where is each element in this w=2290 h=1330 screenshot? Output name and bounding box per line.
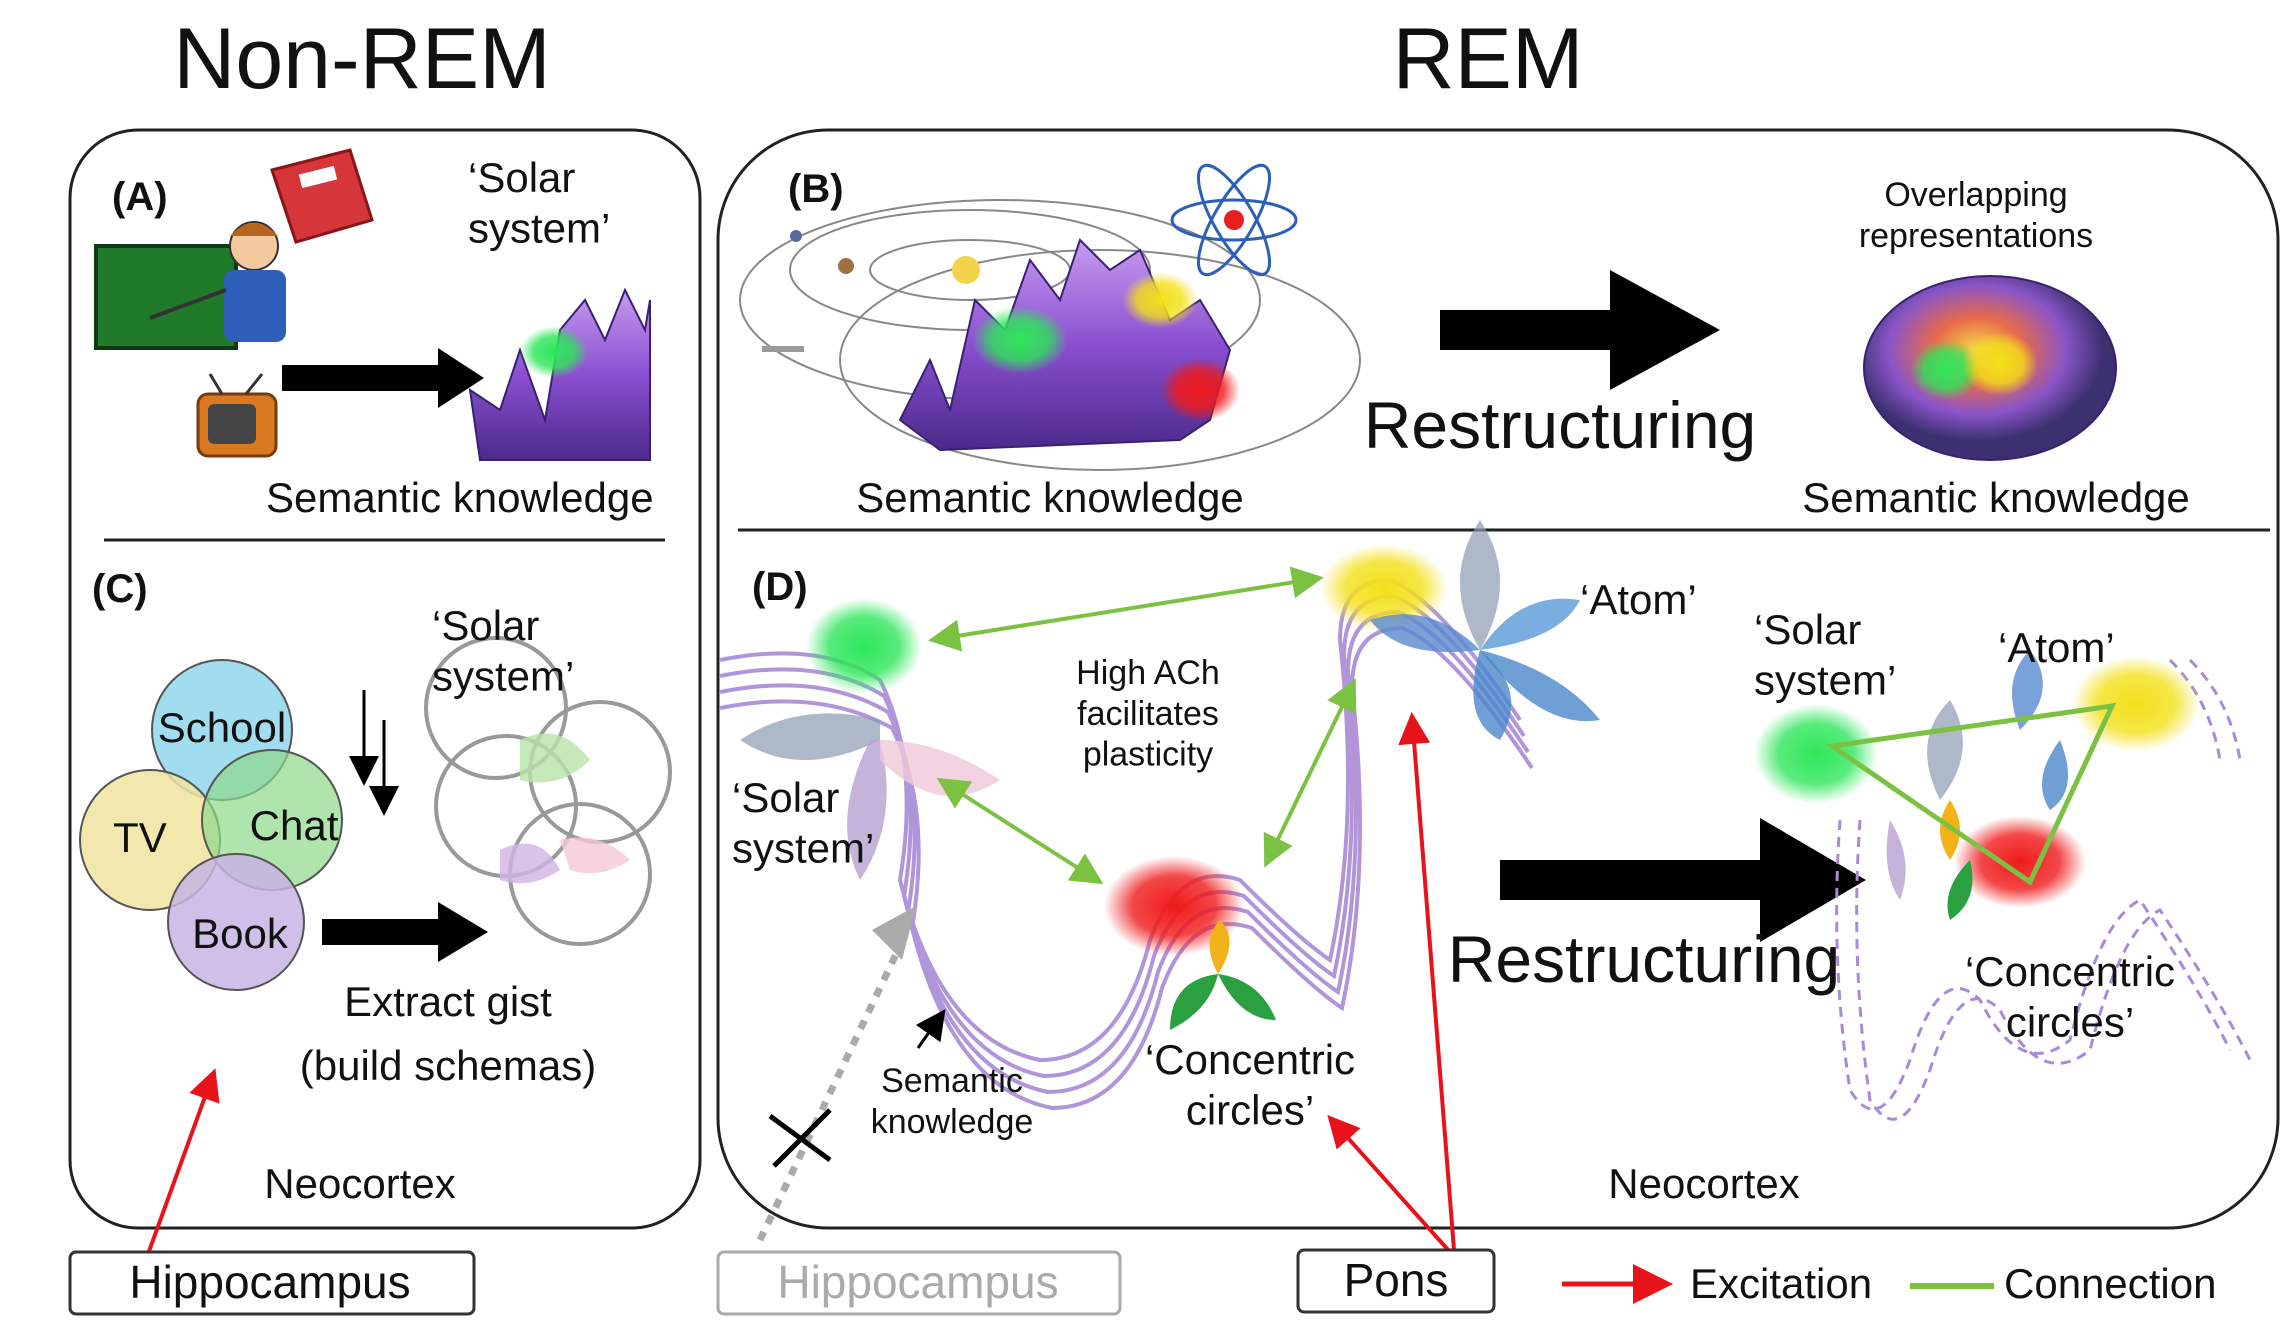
- connection-solar-atom: [928, 566, 1324, 652]
- hippocampus-left-label: Hippocampus: [129, 1256, 410, 1308]
- neocortex-right-label: Neocortex: [1608, 1160, 1799, 1207]
- schema-circles: [424, 636, 672, 946]
- neocortex-left-label: Neocortex: [264, 1160, 455, 1207]
- rem-panel: [716, 128, 2280, 1230]
- venn-circles: School TV Chat Book: [79, 659, 343, 991]
- non-rem-header: Non-REM: [173, 11, 551, 107]
- hippocampus-left-box: [68, 1250, 476, 1316]
- arrow-d-head: [1760, 818, 1866, 942]
- excitation-pons-concentric: [1327, 1115, 1452, 1254]
- tv-icon: [196, 373, 278, 458]
- venn-school-label: School: [158, 704, 286, 751]
- block-x-b: [772, 1108, 832, 1168]
- pons-label: Pons: [1344, 1254, 1449, 1306]
- concentric-left-label: ‘Concentric circles’: [1145, 1036, 1355, 1133]
- atom-right-label: ‘Atom’: [1998, 624, 2115, 671]
- high-ach-label: High ACh facilitates plasticity: [1076, 654, 1220, 774]
- hippocampus-right-box: [716, 1250, 1122, 1316]
- inhibited-pathway-head: [872, 906, 916, 960]
- arrow-a-head: [438, 348, 484, 408]
- panel-b-letter: (B): [788, 167, 844, 211]
- restructuring-d: Restructuring: [1448, 922, 1841, 996]
- connection-concentric-atom: [1263, 678, 1357, 868]
- blob-green-right: [1754, 704, 1878, 804]
- arrow-c-head: [438, 902, 488, 962]
- panel-d-letter: (D): [752, 565, 808, 609]
- landscape-b: [898, 238, 1240, 452]
- semantic-pointer-arrow: [915, 1009, 946, 1049]
- restructuring-b: Restructuring: [1364, 388, 1757, 462]
- solar-left-label: ‘Solar system’: [732, 774, 874, 871]
- panel-a-solar-label: ‘Solar system’: [468, 154, 610, 251]
- venn-book-label: Book: [192, 910, 289, 957]
- concentric-right-label: ‘Concentric circles’: [1965, 948, 2175, 1045]
- blob-green-left: [806, 598, 922, 694]
- solar-right-label: ‘Solar system’: [1754, 606, 1896, 703]
- panel-c-letter: (C): [92, 567, 148, 611]
- overlapping-label: Overlapping representations: [1859, 176, 2093, 255]
- pons-box: [1296, 1248, 1496, 1314]
- concentric-petals-left: [1170, 920, 1276, 1030]
- book-icon: [270, 148, 374, 244]
- non-rem-panel: [68, 128, 702, 1230]
- connection-solar-concentric: [936, 777, 1104, 885]
- blob-yellow-left: [1320, 544, 1448, 632]
- down-arrows: [349, 690, 399, 816]
- venn-book: [167, 853, 305, 991]
- legend-excitation-label: Excitation: [1690, 1260, 1872, 1307]
- blob-red-right: [1954, 816, 2086, 908]
- build-schemas-label: (build schemas): [300, 1042, 596, 1089]
- panel-c-solar-label: ‘Solar system’: [432, 602, 574, 699]
- overlapping-ball: [1863, 275, 2117, 461]
- venn-tv-label: TV: [113, 814, 167, 861]
- semantic-knowledge-d-label: Semantic knowledge: [871, 1062, 1034, 1141]
- wave-landscape-right: [1835, 658, 2252, 1121]
- blob-red-left: [1104, 856, 1244, 956]
- rem-header: REM: [1392, 11, 1583, 107]
- panel-b-semantic-right: Semantic knowledge: [1802, 474, 2190, 521]
- landscape-a: [468, 287, 651, 461]
- inhibited-pathway: [756, 948, 902, 1242]
- atom-icon: [1170, 163, 1298, 277]
- teacher-icon: [94, 221, 286, 350]
- excitation-hippocampus-left: [146, 1068, 220, 1255]
- connection-triangle: [1825, 702, 2117, 886]
- solar-orbits: [739, 199, 1361, 471]
- excitation-pons-atom: [1398, 712, 1456, 1251]
- hippocampus-right-label: Hippocampus: [777, 1256, 1058, 1308]
- venn-chat-label: Chat: [250, 802, 339, 849]
- arrow-b-head: [1610, 270, 1720, 390]
- panel-a-letter: (A): [112, 175, 168, 219]
- panel-a-semantic-label: Semantic knowledge: [266, 474, 654, 521]
- legend-connection-label: Connection: [2004, 1260, 2216, 1307]
- extract-gist-label: Extract gist: [344, 978, 552, 1025]
- panel-b-semantic-left: Semantic knowledge: [856, 474, 1244, 521]
- atom-petals-left: [1370, 520, 1600, 740]
- atom-left-label: ‘Atom’: [1580, 576, 1697, 623]
